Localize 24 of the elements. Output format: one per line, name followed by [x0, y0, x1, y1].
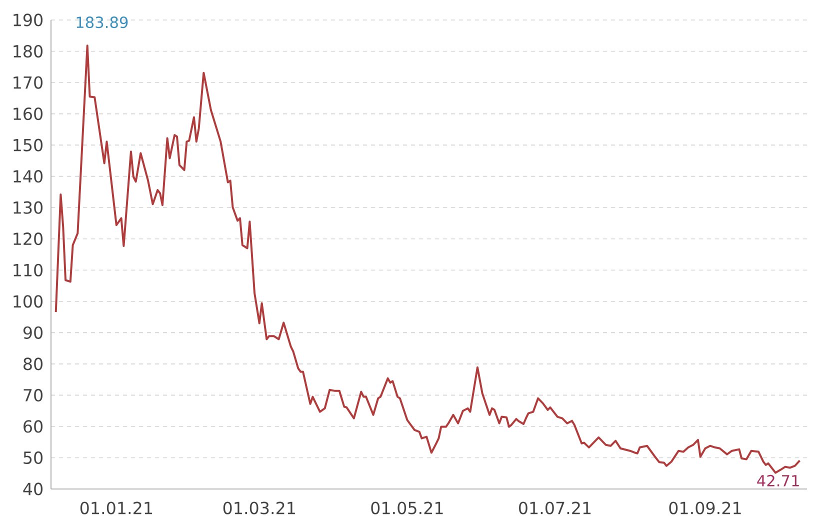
y-tick-label: 90 — [23, 326, 43, 339]
y-tick-label: 160 — [14, 107, 43, 120]
y-tick-label: 110 — [14, 264, 43, 276]
y-tick-label: 120 — [14, 232, 43, 246]
y-tick-label: 80 — [24, 358, 43, 370]
y-tick-label: 40 — [23, 482, 43, 496]
annotation: 183.89 — [76, 16, 128, 28]
annotation: 42.71 — [757, 474, 799, 486]
y-tick-label: 60 — [24, 420, 43, 433]
x-tick-label: 01.01.21 — [80, 502, 152, 514]
y-tick-label: 140 — [14, 170, 43, 183]
x-tick-label: 01.03.21 — [223, 502, 295, 514]
y-tick-label: 190 — [14, 14, 43, 26]
y-tick-label: 130 — [14, 201, 43, 214]
x-tick-label: 01.07.21 — [519, 502, 591, 514]
y-tick-label: 150 — [14, 138, 43, 152]
y-tick-label: 170 — [14, 76, 43, 89]
y-tick-label: 70 — [24, 388, 43, 402]
y-tick-label: 50 — [24, 451, 43, 464]
y-tick-label: 180 — [14, 44, 43, 58]
x-tick-label: 01.09.21 — [669, 502, 741, 514]
line-series — [54, 44, 801, 474]
y-tick-label: 100 — [14, 295, 43, 308]
x-tick-label: 01.05.21 — [371, 502, 443, 514]
